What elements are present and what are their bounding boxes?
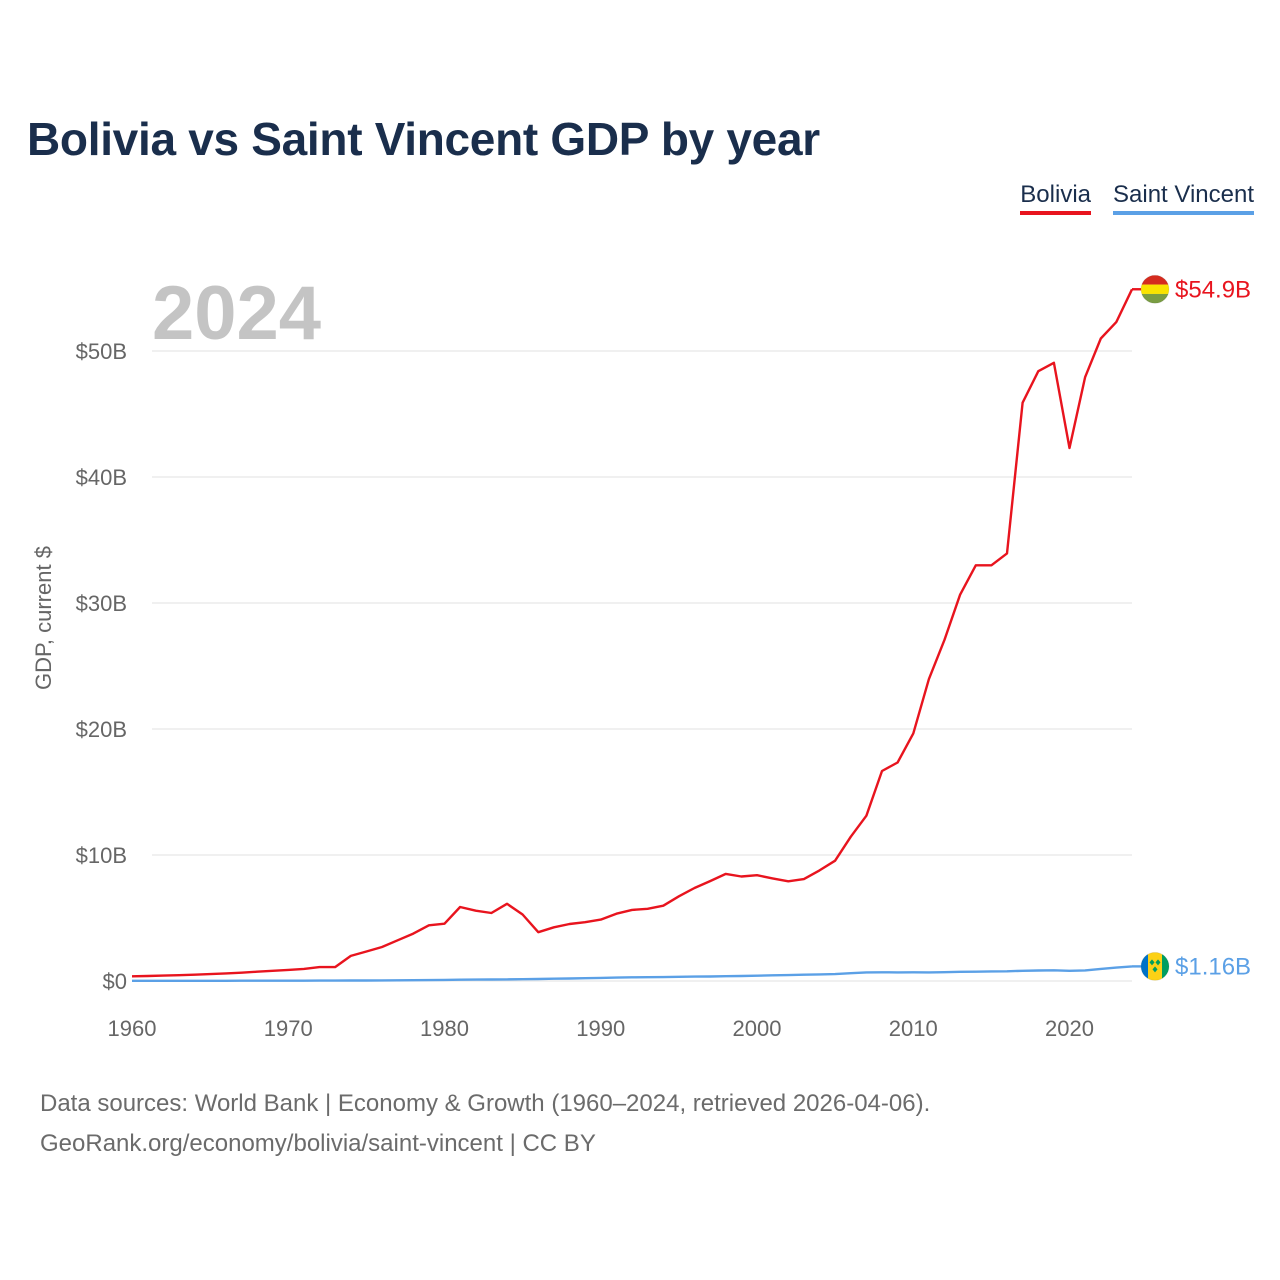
x-axis-ticks: 1960 1970 1980 1990 2000 2010 2020 [108, 1016, 1094, 1041]
flag-bolivia-icon [1140, 274, 1170, 304]
x-tick-label: 1990 [576, 1016, 625, 1041]
y-tick-label: $20B [76, 717, 127, 742]
data-sources: Data sources: World Bank | Economy & Gro… [40, 1090, 931, 1117]
x-tick-label: 1970 [264, 1016, 313, 1041]
footer: Data sources: World Bank | Economy & Gro… [40, 1084, 930, 1164]
chart-title: Bolivia vs Saint Vincent GDP by year [27, 113, 820, 165]
y-tick-label: $10B [76, 843, 127, 868]
series-lines [131, 288, 1134, 982]
x-tick-label: 1960 [108, 1016, 157, 1041]
x-tick-label: 2010 [889, 1016, 938, 1041]
line-chart: 2024 $0 $10B $20B $30B $40B $50B 1960 1970 1980… [31, 271, 1251, 1041]
y-tick-label: $0 [103, 969, 127, 994]
legend: Bolivia Saint Vincent [1020, 181, 1254, 215]
legend-item-saint-vincent[interactable]: Saint Vincent [1113, 181, 1254, 215]
series-line-bolivia [131, 288, 1134, 978]
source-link[interactable]: GeoRank.org/economy/bolivia/saint-vincen… [40, 1130, 596, 1157]
flag-saint-vincent-icon [1140, 951, 1170, 981]
end-value-label-saint-vincent: $1.16B [1175, 953, 1251, 980]
y-axis-label: GDP, current $ [31, 546, 56, 690]
end-value-label-bolivia: $54.9B [1175, 276, 1251, 303]
y-tick-label: $30B [76, 591, 127, 616]
x-tick-label: 2000 [733, 1016, 782, 1041]
y-tick-label: $40B [76, 465, 127, 490]
grid-lines [152, 350, 1132, 982]
y-axis-ticks: $0 $10B $20B $30B $40B $50B [76, 339, 127, 994]
x-tick-label: 2020 [1045, 1016, 1094, 1041]
legend-item-bolivia[interactable]: Bolivia [1020, 181, 1091, 215]
series-line-saint-vincent [132, 965, 1133, 982]
year-label: 2024 [152, 271, 321, 356]
y-tick-label: $50B [76, 339, 127, 364]
x-tick-label: 1980 [420, 1016, 469, 1041]
series-end-markers: $54.9B $1.16B [1132, 274, 1251, 981]
